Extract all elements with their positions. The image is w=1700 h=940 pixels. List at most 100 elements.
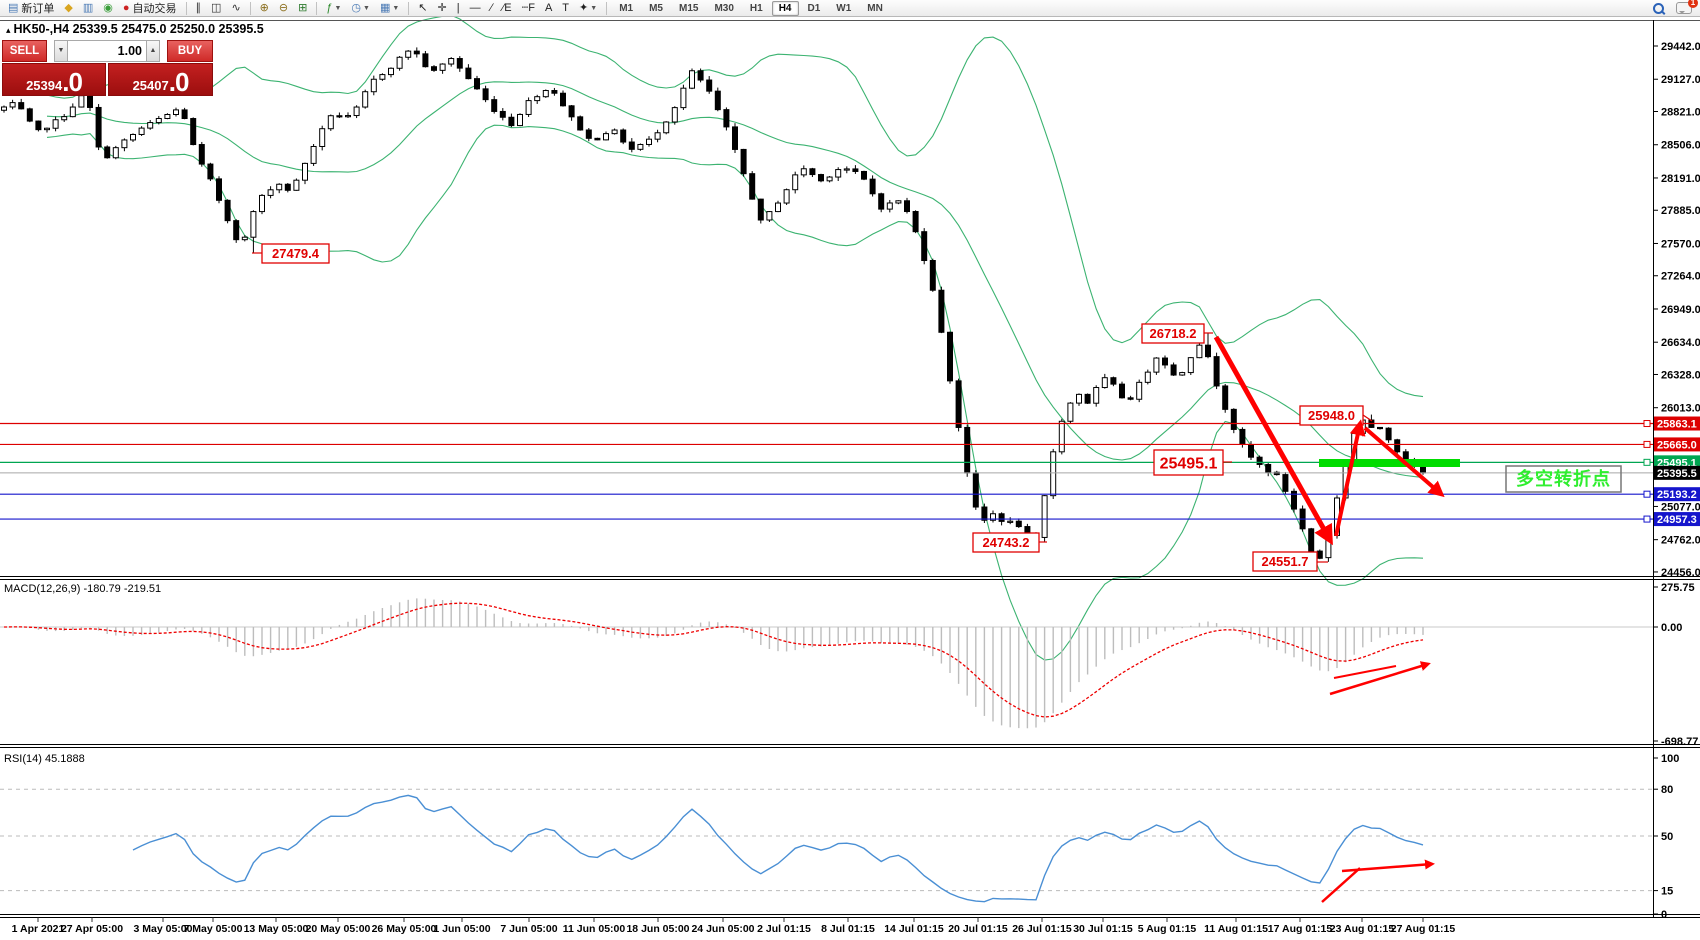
svg-text:27885.0: 27885.0 xyxy=(1661,205,1700,217)
svg-text:24 Jun 05:00: 24 Jun 05:00 xyxy=(691,923,754,935)
templates-button[interactable]: ▦ ▼ xyxy=(376,0,403,17)
templates-dropdown-icon[interactable]: ▼ xyxy=(392,4,400,12)
level-drag-handle xyxy=(1643,515,1651,523)
price-callout-box xyxy=(1141,323,1205,344)
svg-text:多空转折点: 多空转折点 xyxy=(1516,468,1611,489)
candle-chart-mode-button[interactable]: ◫ xyxy=(207,0,225,17)
macd-signal-line xyxy=(3,602,1424,718)
vertical-line-tool-button[interactable]: | xyxy=(453,0,464,17)
svg-text:18 Jun 05:00: 18 Jun 05:00 xyxy=(626,923,689,935)
svg-text:14 Jul 01:15: 14 Jul 01:15 xyxy=(884,923,944,935)
timeframe-mn-button[interactable]: MN xyxy=(867,2,883,14)
svg-text:80: 80 xyxy=(1661,784,1673,796)
svg-text:26013.0: 26013.0 xyxy=(1661,403,1700,415)
timeframe-h4-button[interactable]: H4 xyxy=(771,0,799,16)
turning-point-label[interactable]: 多空转折点 xyxy=(1505,465,1622,493)
text-tool-button[interactable]: A xyxy=(541,0,556,17)
timeframe-w1-button[interactable]: W1 xyxy=(836,2,852,14)
timeframe-m5-button[interactable]: M5 xyxy=(649,2,663,14)
svg-text:23 Aug 01:15: 23 Aug 01:15 xyxy=(1330,923,1395,935)
svg-text:0.00: 0.00 xyxy=(1661,622,1682,634)
svg-text:1 Jun 05:00: 1 Jun 05:00 xyxy=(433,923,490,935)
periods-dropdown-icon[interactable]: ▼ xyxy=(363,4,370,12)
sell-price-pips: .0 xyxy=(62,67,83,97)
price-callout-box xyxy=(261,243,330,264)
toolbar-right-cluster: 1 xyxy=(1653,0,1698,15)
periods-button[interactable]: ◷ ▼ xyxy=(347,0,374,17)
signal-button[interactable]: ◉ xyxy=(99,0,117,17)
svg-text:24551.7: 24551.7 xyxy=(1262,554,1309,569)
chat-icon[interactable]: 1 xyxy=(1676,0,1698,14)
horizontal-line-tool-icon: — xyxy=(469,1,481,14)
volume-decrease-button[interactable]: ▼ xyxy=(54,40,68,62)
new-order-button[interactable]: ▤ 新订单 xyxy=(4,0,58,17)
publish-chart-icon: ▥ xyxy=(82,1,94,14)
buy-price-main: 25407 xyxy=(132,78,169,93)
buy-price-display[interactable]: 25407 .0 xyxy=(108,63,213,96)
horizontal-line-tool-button[interactable]: — xyxy=(466,0,485,17)
svg-text:26949.0: 26949.0 xyxy=(1661,304,1700,316)
new-order-icon: ▤ xyxy=(8,1,19,14)
line-chart-mode-button[interactable]: ∿ xyxy=(227,0,244,17)
annotations-layer[interactable]: 27479.4 26718.2 25948.0 25495.1 24743.2 24551… xyxy=(252,243,1373,572)
timeframe-m15-button[interactable]: M15 xyxy=(679,2,699,14)
svg-text:25077.0: 25077.0 xyxy=(1661,501,1700,513)
svg-text:26718.2: 26718.2 xyxy=(1150,326,1197,341)
tile-windows-button[interactable]: ⊞ xyxy=(294,0,311,17)
svg-text:26 May 05:00: 26 May 05:00 xyxy=(372,923,437,935)
volume-increase-button[interactable]: ▲ xyxy=(146,40,160,62)
trend-arrows[interactable] xyxy=(1213,335,1445,903)
autotrade-button[interactable]: ● 自动交易 xyxy=(119,0,181,17)
timeframe-h1-button[interactable]: H1 xyxy=(749,2,763,14)
shapes-tool-icon: ✦ xyxy=(579,1,589,14)
sell-price-display[interactable]: 25394 .0 xyxy=(2,63,106,96)
svg-text:11 Aug 01:15: 11 Aug 01:15 xyxy=(1204,923,1268,935)
indicators-button[interactable]: ƒ ▼ xyxy=(322,0,345,17)
toolbar: ▤ 新订单 ◆ ▥ ◉ ● 自动交易 ∥ ◫ ∿ ⊕ ⊖ ⊞ ƒ ▼ ◷ ▼ ▦ ▼ ↖ ✛ | — ∕ ∕E ┄F A T ✦ ▼ M1 M… xyxy=(0,0,1700,17)
svg-text:20 May 05:00: 20 May 05:00 xyxy=(306,923,371,935)
level-drag-handle xyxy=(1643,490,1651,498)
crosshair-button[interactable]: ✛ xyxy=(434,0,451,17)
svg-text:5 Aug 01:15: 5 Aug 01:15 xyxy=(1138,923,1197,935)
label-tool-button[interactable]: T xyxy=(558,0,573,17)
zoom-out-button[interactable]: ⊖ xyxy=(275,0,292,17)
price-axis: 29442.0 29127.0 28821.0 28506.0 28191.0 27885… xyxy=(1653,41,1700,921)
timeframe-d1-button[interactable]: D1 xyxy=(807,2,821,14)
svg-text:3 May 05:00: 3 May 05:00 xyxy=(134,923,193,935)
level-lines[interactable] xyxy=(0,420,1653,523)
channel-tool-button[interactable]: ∕E xyxy=(498,0,515,17)
one-click-trade-panel: SELL ▼ ▲ BUY 25394 .0 25407 .0 xyxy=(2,40,213,96)
svg-text:0: 0 xyxy=(1661,909,1667,921)
eraser-button[interactable]: ◆ xyxy=(60,0,76,17)
svg-text:100: 100 xyxy=(1661,753,1679,765)
timeframe-m1-button[interactable]: M1 xyxy=(619,2,634,14)
shapes-tool-dropdown-icon[interactable]: ▼ xyxy=(590,4,598,12)
svg-text:26328.0: 26328.0 xyxy=(1661,369,1700,381)
volume-input[interactable] xyxy=(68,40,146,62)
svg-text:27570.0: 27570.0 xyxy=(1661,238,1700,250)
signal-icon: ◉ xyxy=(103,1,113,14)
indicators-dropdown-icon[interactable]: ▼ xyxy=(334,4,342,12)
sell-button[interactable]: SELL xyxy=(2,40,47,62)
sell-price-main: 25394 xyxy=(26,78,63,93)
trendline-tool-button[interactable]: ∕ xyxy=(487,0,497,17)
cursor-button[interactable]: ↖ xyxy=(414,0,431,17)
publish-chart-button[interactable]: ▥ xyxy=(79,0,97,17)
svg-text:28821.0: 28821.0 xyxy=(1661,107,1700,119)
shapes-tool-button[interactable]: ✦ ▼ xyxy=(575,0,601,17)
search-icon[interactable] xyxy=(1653,2,1666,15)
svg-text:7 Jun 05:00: 7 Jun 05:00 xyxy=(500,923,557,935)
green-zone-bar[interactable] xyxy=(1319,459,1460,467)
fibonacci-tool-icon: ┄F xyxy=(521,1,535,14)
fibonacci-tool-button[interactable]: ┄F xyxy=(518,0,539,17)
buy-button[interactable]: BUY xyxy=(167,40,213,62)
red-arrow xyxy=(1333,665,1397,679)
red-arrow xyxy=(1334,419,1366,537)
zoom-in-button[interactable]: ⊕ xyxy=(256,0,273,17)
svg-text:25665.0: 25665.0 xyxy=(1657,439,1697,451)
bar-chart-mode-button[interactable]: ∥ xyxy=(192,0,206,17)
timeframe-m30-button[interactable]: M30 xyxy=(714,2,734,14)
red-arrow xyxy=(1321,867,1361,903)
collapse-arrow-icon[interactable]: ▴ xyxy=(6,25,11,35)
